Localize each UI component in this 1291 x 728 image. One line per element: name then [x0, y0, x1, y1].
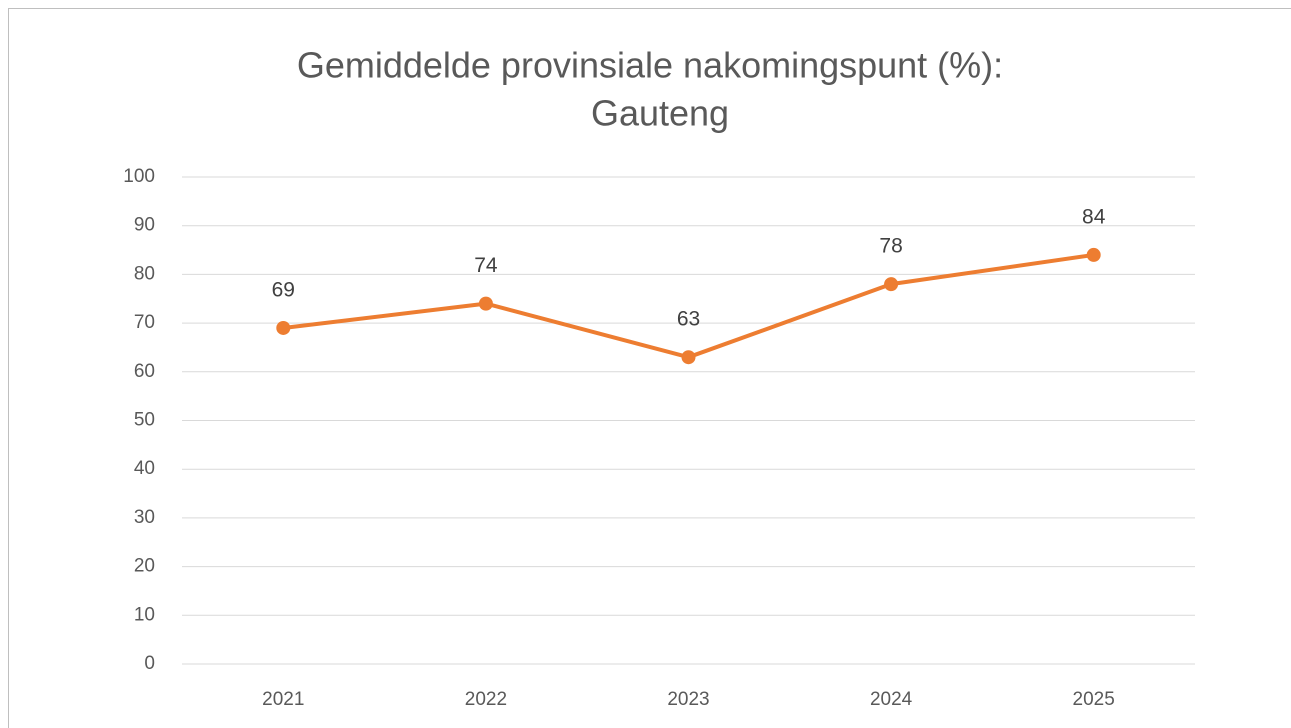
data-label: 84 [1082, 205, 1106, 228]
y-tick-label: 10 [134, 604, 155, 625]
x-tick-label: 2023 [667, 689, 709, 710]
data-point [1086, 247, 1101, 262]
chart-frame [8, 8, 1291, 728]
data-point [478, 296, 493, 311]
y-tick-label: 50 [134, 410, 155, 431]
y-tick-label: 60 [134, 361, 155, 382]
x-tick-label: 2022 [465, 689, 507, 710]
y-tick-label: 20 [134, 556, 155, 577]
data-label: 74 [474, 254, 498, 277]
x-tick-label: 2021 [262, 689, 304, 710]
chart-title: Gemiddelde provinsiale nakomingspunt (%)… [297, 45, 1003, 86]
chart-title: Gauteng [591, 93, 729, 134]
data-point [681, 350, 696, 365]
x-tick-label: 2025 [1073, 689, 1115, 710]
data-label: 63 [677, 308, 700, 331]
y-tick-label: 0 [144, 653, 155, 674]
y-tick-label: 90 [134, 215, 155, 236]
data-point [276, 320, 291, 335]
y-tick-label: 70 [134, 312, 155, 333]
data-label: 78 [879, 235, 902, 258]
y-tick-label: 40 [134, 458, 155, 479]
x-tick-label: 2024 [870, 689, 913, 710]
y-tick-label: 100 [123, 166, 155, 187]
data-label: 69 [272, 279, 295, 302]
y-tick-label: 80 [134, 263, 155, 284]
y-tick-label: 30 [134, 507, 155, 528]
data-point [884, 277, 899, 292]
